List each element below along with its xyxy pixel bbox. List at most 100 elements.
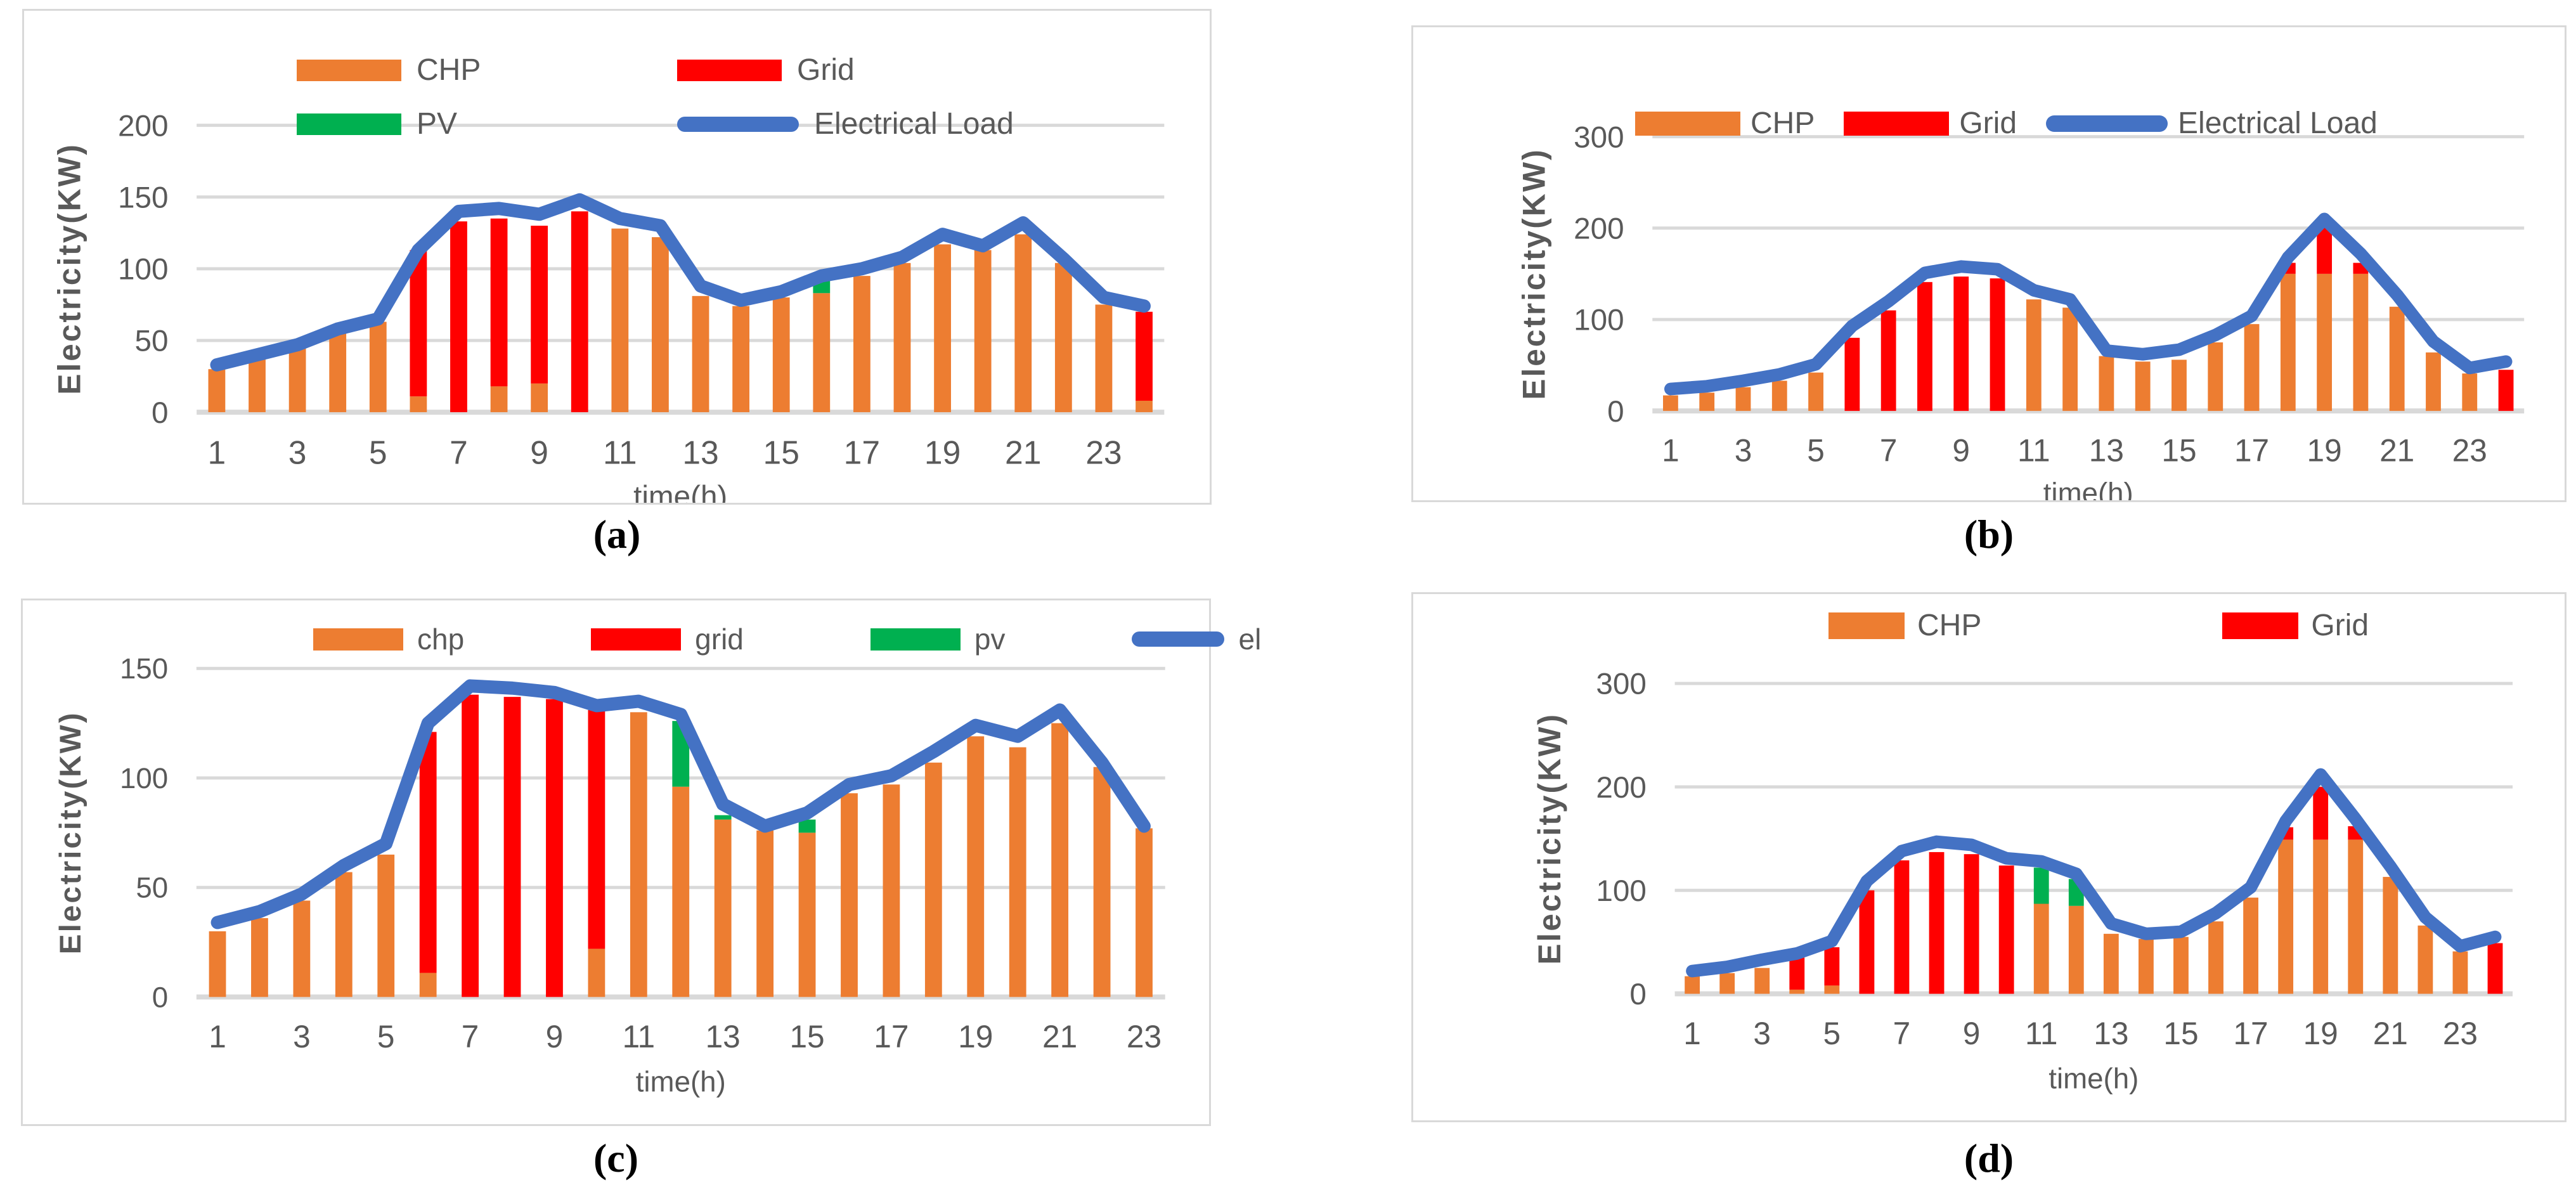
x-tick-label: 23	[2452, 432, 2487, 468]
bar-chp-h22	[2417, 925, 2433, 994]
legend-bar-swatch-icon	[2222, 612, 2299, 639]
bar-chp-h17	[2244, 324, 2260, 411]
legend-panel-b: CHP Grid Electrical Load	[1635, 106, 2378, 141]
x-tick-label: 19	[924, 434, 961, 470]
bar-chp-h17	[883, 784, 900, 997]
x-tick-label: 7	[450, 434, 468, 470]
panel-d: CHP Grid 0 100 200 300 1 3 5 7 9 11 13 15 17 19 21 23 tim…	[1411, 592, 2566, 1122]
x-tick-label: 9	[1952, 432, 1970, 468]
bar-chp-h1	[1663, 395, 1678, 411]
x-tick-label: 21	[2379, 432, 2414, 468]
x-tick-label: 23	[2443, 1016, 2478, 1051]
y-axis-title: Electricity(KW)	[54, 711, 87, 955]
bar-grid-h24	[1136, 311, 1153, 401]
bar-grid-h24	[2487, 943, 2503, 994]
x-tick-label: 9	[546, 1019, 564, 1054]
x-tick-label: 9	[530, 434, 548, 470]
bar-chp-h15	[798, 832, 816, 997]
bar-grid-h10	[1998, 865, 2014, 994]
x-tick-label: 21	[1005, 434, 1041, 470]
caption-c: (c)	[593, 1136, 639, 1181]
bar-chp-h3	[293, 900, 311, 997]
y-tick-label: 150	[118, 181, 168, 214]
bar-grid-h8	[490, 218, 508, 387]
y-tick-label: 0	[1607, 395, 1624, 429]
x-tick-label: 9	[1963, 1016, 1981, 1051]
bar-pv-h13	[714, 815, 732, 820]
bar-chp-h23	[1095, 304, 1113, 413]
bar-chp-h12	[672, 786, 690, 997]
x-tick-label: 19	[2303, 1016, 2338, 1051]
bar-grid-h6	[419, 732, 437, 973]
x-tick-label: 13	[2089, 432, 2124, 468]
load-line-electrical-load	[1664, 212, 2513, 396]
legend-bar-swatch-icon	[297, 59, 401, 81]
bar-chp-h22	[2426, 352, 2441, 411]
bar-chp-h23	[2452, 951, 2468, 994]
legend-label: PV	[417, 107, 458, 141]
legend-label: CHP	[417, 53, 481, 87]
bar-chp-h12	[652, 237, 669, 413]
x-tick-label: 21	[1042, 1019, 1077, 1054]
legend-bar-swatch-icon	[591, 628, 682, 651]
bar-chp-h16	[841, 793, 858, 997]
legend-bar-swatch-icon	[1635, 111, 1740, 136]
bar-pv-h15	[798, 819, 816, 833]
bar-chp-h20	[974, 250, 992, 413]
x-tick-label: 15	[763, 434, 799, 470]
y-axis-title: Electricity(KW)	[1532, 713, 1567, 965]
y-tick-label: 0	[1629, 978, 1647, 1011]
x-tick-label: 3	[1753, 1016, 1771, 1051]
bar-grid-h8	[1917, 282, 1932, 411]
legend-bar-swatch-icon	[1844, 111, 1950, 136]
bar-chp-h13	[692, 295, 709, 413]
bar-chp-h20	[2353, 273, 2369, 411]
bar-chp-h8	[490, 386, 508, 413]
bar-chp-h2	[1699, 392, 1715, 411]
bar-chp-h17	[2243, 897, 2258, 994]
y-tick-label: 300	[1596, 668, 1647, 701]
x-tick-label: 7	[462, 1019, 479, 1054]
bar-chp-h11	[2026, 299, 2042, 411]
legend-item-grid: grid	[591, 622, 744, 656]
legend-item-chp: CHP	[1635, 106, 1815, 141]
bar-chp-h12	[2062, 308, 2078, 411]
bar-grid-h8	[1929, 852, 1945, 994]
x-tick-label: 13	[682, 434, 718, 470]
bar-grid-h19	[2313, 787, 2329, 840]
panel-a: CHP Grid PV Electrical Load 0 50 100 150 200 1 3 5…	[22, 9, 1212, 505]
bar-grid-h6	[1844, 337, 1860, 411]
legend-bar-swatch-icon	[870, 628, 961, 651]
x-tick-label: 13	[2094, 1016, 2128, 1051]
legend-label: el	[1238, 623, 1262, 656]
bar-chp-h5	[369, 321, 387, 413]
bar-chp-h21	[2383, 877, 2398, 994]
bar-chp-h20	[2348, 839, 2364, 994]
bar-grid-h5	[1824, 947, 1840, 986]
bar-grid-h19	[2317, 227, 2333, 274]
legend-panel-c: chp grid pv el	[313, 622, 1261, 656]
x-tick-label: 15	[2163, 1016, 2198, 1051]
bar-chp-h1	[1685, 976, 1700, 994]
y-axis-title: Electricity(KW)	[52, 143, 87, 395]
bar-grid-h7	[450, 221, 467, 413]
bar-chp-h19	[2317, 273, 2333, 411]
bar-chp-h9	[531, 383, 548, 413]
legend-label: CHP	[1917, 609, 1982, 642]
panel-c: chp grid pv el 0 50 100 150 1 3 5 7 9 11 13 15 17 19 21 23…	[21, 599, 1261, 1126]
legend-label: pv	[974, 623, 1006, 656]
legend-line-swatch-icon	[1132, 631, 1225, 647]
bar-grid-h9	[1964, 854, 1979, 994]
legend-bar-swatch-icon	[677, 59, 782, 81]
bar-chp-h22	[1054, 262, 1072, 413]
legend-panel-d: CHP Grid	[1828, 608, 2369, 643]
bar-chp-h21	[2389, 306, 2405, 411]
x-tick-label: 11	[623, 1019, 656, 1054]
bar-chp-h20	[1009, 747, 1026, 997]
bar-chp-h5	[1824, 985, 1840, 994]
legend-label: Grid	[1959, 107, 2017, 140]
x-tick-label: 3	[1735, 432, 1752, 468]
x-axis-title: time(h)	[633, 480, 727, 503]
